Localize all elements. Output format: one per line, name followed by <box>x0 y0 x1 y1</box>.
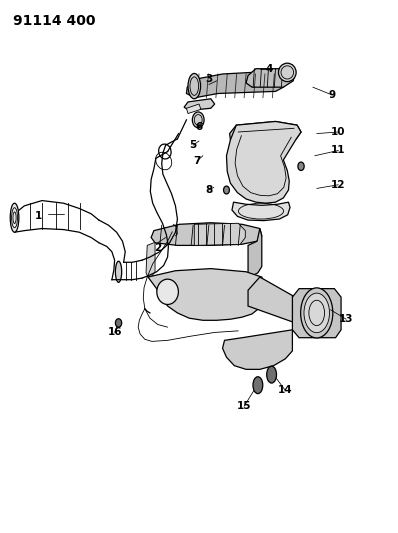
Ellipse shape <box>10 203 19 232</box>
Polygon shape <box>194 223 245 245</box>
Ellipse shape <box>300 288 333 338</box>
Ellipse shape <box>157 279 178 304</box>
Polygon shape <box>248 229 262 276</box>
Ellipse shape <box>224 186 229 194</box>
Ellipse shape <box>267 366 277 383</box>
Polygon shape <box>151 223 262 245</box>
Ellipse shape <box>304 293 330 333</box>
Polygon shape <box>146 243 155 277</box>
Polygon shape <box>184 99 215 110</box>
Text: 7: 7 <box>193 156 201 166</box>
Text: 5: 5 <box>189 140 197 150</box>
Text: 6: 6 <box>195 122 203 132</box>
Polygon shape <box>186 72 285 98</box>
Ellipse shape <box>115 319 122 327</box>
Text: 2: 2 <box>154 243 162 253</box>
Text: 11: 11 <box>331 146 345 156</box>
Text: 14: 14 <box>278 385 293 395</box>
Ellipse shape <box>192 112 204 128</box>
Text: 10: 10 <box>331 127 345 137</box>
Polygon shape <box>230 122 301 144</box>
Text: 1: 1 <box>35 212 42 221</box>
Text: 91114 400: 91114 400 <box>13 14 95 28</box>
Polygon shape <box>186 104 201 114</box>
Ellipse shape <box>253 377 263 393</box>
Text: 8: 8 <box>205 185 213 195</box>
Polygon shape <box>226 122 301 203</box>
Polygon shape <box>148 269 266 320</box>
Polygon shape <box>246 69 295 87</box>
Text: 16: 16 <box>107 327 122 337</box>
Polygon shape <box>248 277 293 322</box>
Ellipse shape <box>279 63 296 82</box>
Text: 12: 12 <box>331 180 345 190</box>
Polygon shape <box>232 202 290 221</box>
Text: 15: 15 <box>237 401 252 411</box>
Polygon shape <box>222 330 293 369</box>
Ellipse shape <box>188 74 201 99</box>
Ellipse shape <box>115 261 122 282</box>
Text: 3: 3 <box>205 74 213 84</box>
Polygon shape <box>293 289 341 338</box>
Text: 9: 9 <box>329 90 336 100</box>
Text: 4: 4 <box>266 64 273 74</box>
Text: 13: 13 <box>339 314 353 324</box>
Ellipse shape <box>298 162 304 171</box>
